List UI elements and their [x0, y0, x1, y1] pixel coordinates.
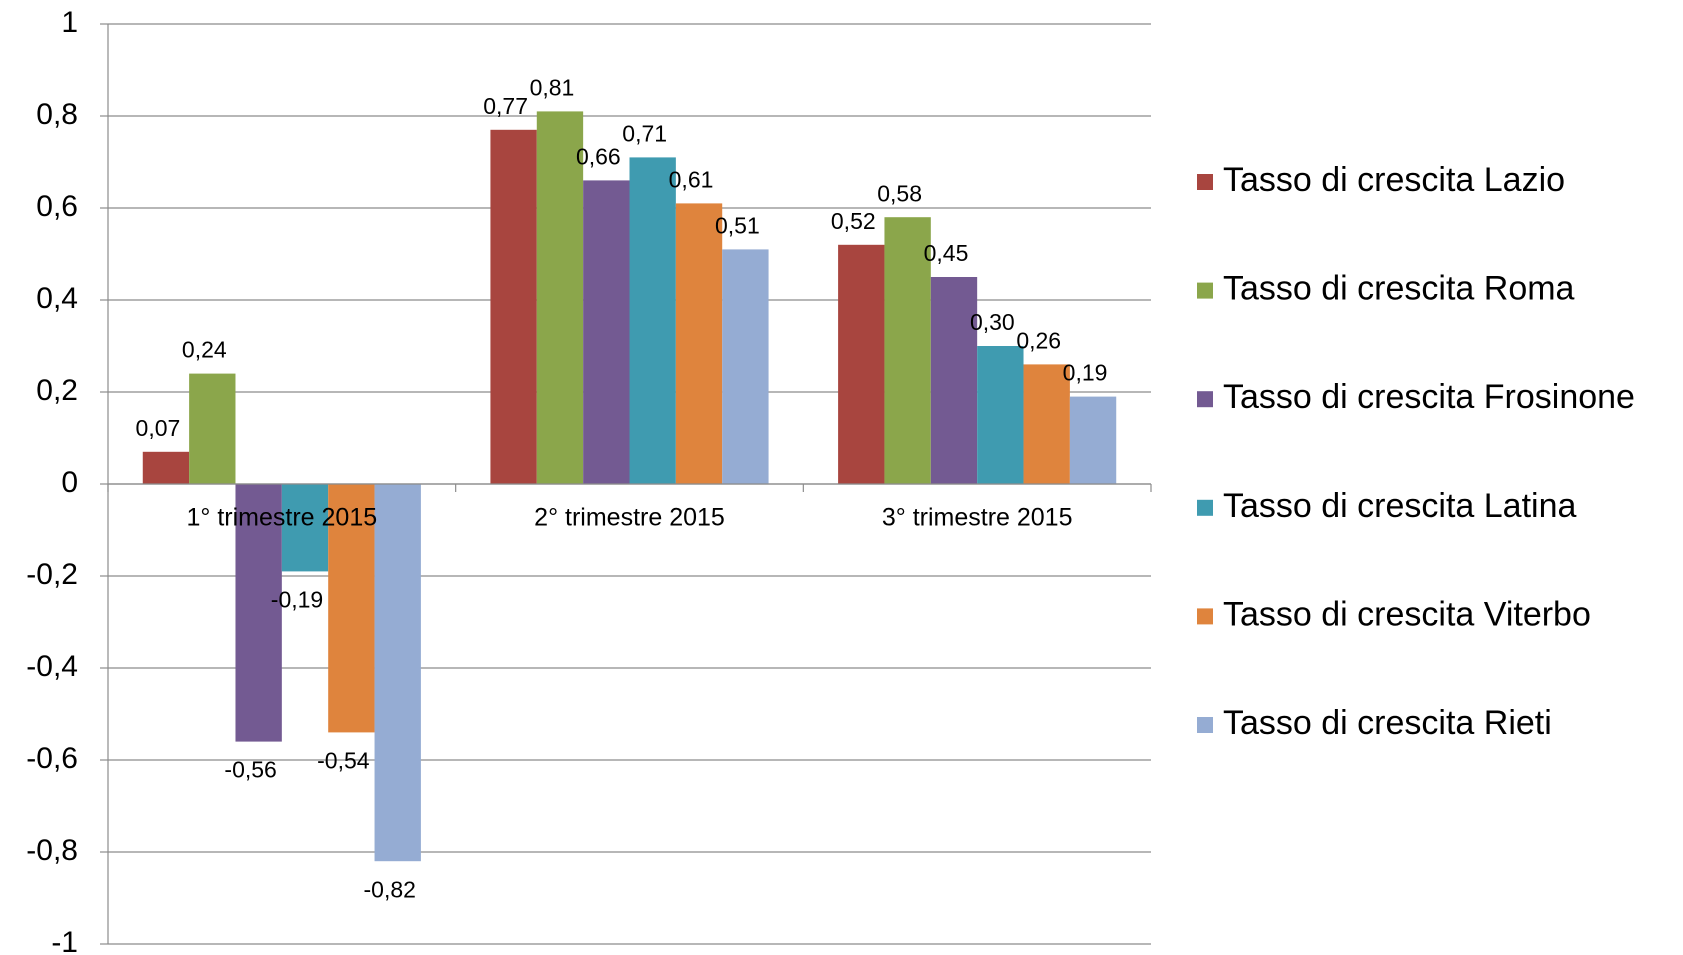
x-tick-label: 3° trimestre 2015 — [882, 504, 1073, 532]
data-label: 0,26 — [1016, 327, 1061, 353]
bar — [884, 217, 931, 484]
x-tick-label: 1° trimestre 2015 — [187, 504, 378, 532]
legend-swatch — [1197, 282, 1213, 299]
x-tick-label: 2° trimestre 2015 — [534, 504, 725, 532]
data-label: -0,56 — [224, 757, 276, 783]
data-label: 0,30 — [970, 309, 1015, 335]
bar — [977, 346, 1024, 484]
data-label: 0,61 — [669, 166, 714, 192]
data-label: -0,82 — [364, 876, 416, 902]
bar — [536, 111, 584, 485]
data-label: 0,77 — [483, 93, 528, 119]
bar — [235, 484, 282, 742]
bar — [583, 180, 630, 484]
legend-label: Tasso di crescita Roma — [1223, 270, 1575, 308]
bar — [930, 277, 978, 484]
y-tick-label: -0,8 — [26, 834, 78, 867]
bar — [1023, 364, 1070, 484]
legend-label: Tasso di crescita Frosinone — [1223, 378, 1635, 416]
legend-label: Tasso di crescita Lazio — [1223, 161, 1565, 199]
legend-swatch — [1197, 717, 1213, 733]
data-label: 0,07 — [136, 415, 181, 441]
data-label: 0,52 — [831, 208, 876, 234]
y-tick-label: 0,8 — [36, 98, 78, 131]
legend-swatch — [1197, 499, 1213, 516]
data-label: 0,19 — [1063, 360, 1108, 386]
y-tick-label: -0,4 — [26, 650, 78, 683]
bar — [374, 484, 421, 862]
y-tick-label: -1 — [51, 926, 78, 955]
bar — [189, 373, 236, 484]
bar — [142, 451, 190, 484]
bar — [629, 157, 676, 484]
legend-label: Tasso di crescita Rieti — [1223, 704, 1552, 742]
data-label: 0,66 — [576, 143, 621, 169]
y-tick-label: 0,6 — [36, 190, 78, 223]
data-label: -0,19 — [271, 586, 323, 612]
y-tick-label: 1 — [61, 6, 78, 39]
legend-swatch — [1197, 174, 1213, 190]
data-label: 0,24 — [182, 337, 227, 363]
legend-label: Tasso di crescita Viterbo — [1223, 595, 1591, 633]
bar — [281, 484, 329, 572]
bar — [1069, 396, 1117, 484]
data-label: -0,54 — [317, 747, 370, 773]
y-tick-label: -0,6 — [26, 742, 78, 775]
data-label: 0,81 — [530, 74, 575, 100]
y-tick-label: -0,2 — [26, 558, 78, 591]
y-tick-label: 0 — [61, 466, 78, 499]
bar — [722, 249, 769, 484]
y-tick-label: 0,2 — [36, 374, 78, 407]
bar — [675, 203, 723, 484]
data-label: 0,71 — [622, 120, 667, 146]
bar — [328, 484, 375, 733]
data-label: 0,51 — [715, 212, 760, 238]
data-label: 0,45 — [924, 240, 969, 266]
y-tick-label: 0,4 — [36, 282, 78, 315]
data-label: 0,58 — [877, 180, 922, 206]
legend-swatch — [1197, 391, 1213, 408]
bar — [838, 244, 885, 484]
bar — [490, 129, 537, 485]
legend-label: Tasso di crescita Latina — [1223, 487, 1576, 525]
legend-swatch — [1197, 608, 1213, 625]
